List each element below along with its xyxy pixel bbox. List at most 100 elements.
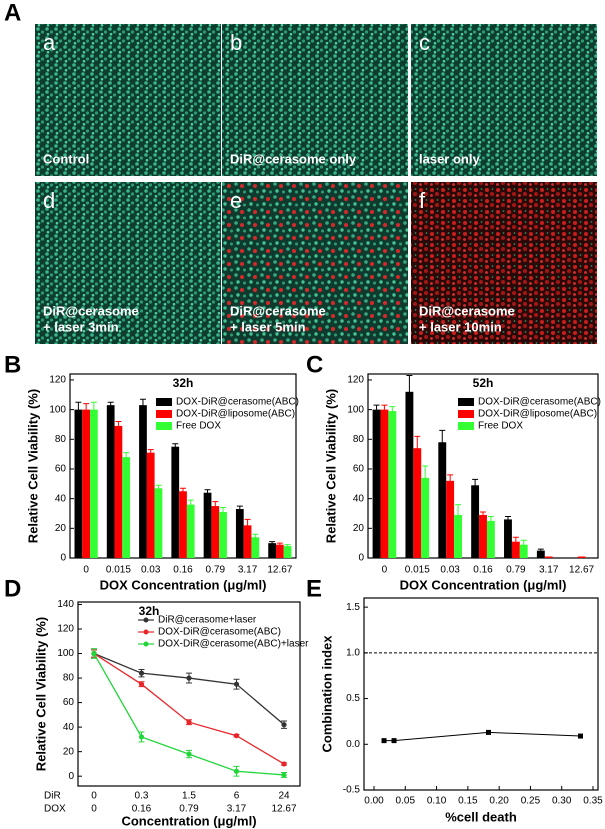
- bar: [380, 409, 389, 558]
- y-tick-label: 40: [353, 493, 365, 504]
- series-line: [93, 652, 285, 726]
- plot-frame: [363, 597, 599, 791]
- bar: [106, 405, 115, 558]
- panel-label: D: [4, 575, 21, 602]
- y-axis-label: Relative Cell Viability (%): [25, 389, 40, 543]
- error-bar: [520, 539, 527, 550]
- y-tick-label: 0: [68, 771, 74, 782]
- x-tick-label: 0.05: [396, 796, 416, 807]
- error-bar: [406, 374, 413, 409]
- bar: [186, 504, 195, 558]
- legend-swatch: [156, 422, 172, 430]
- error-bar: [187, 499, 194, 510]
- y-tick-label: 60: [63, 697, 75, 708]
- micrograph-letter: d: [43, 188, 55, 213]
- legend-swatch: [458, 410, 474, 418]
- error-bar: [107, 401, 114, 409]
- error-bar: [90, 401, 97, 418]
- micrograph: [222, 24, 408, 176]
- y-tick-label: 1.5: [346, 602, 360, 613]
- error-bar: [504, 515, 511, 523]
- bar: [486, 520, 495, 558]
- legend-swatch: [156, 398, 172, 406]
- x-tick-label: 0: [382, 565, 388, 576]
- x-row-name: DOX: [44, 804, 66, 815]
- x-tick-label: 0.015: [405, 565, 430, 576]
- bar: [203, 492, 212, 558]
- micrograph-letter: a: [43, 30, 56, 55]
- bar: [146, 452, 155, 558]
- legend-label: DOX-DiR@liposome(ABC): [478, 409, 597, 420]
- y-tick-label: 120: [57, 624, 74, 635]
- micrograph-caption: laser only: [419, 151, 480, 166]
- y-tick-label: 80: [353, 434, 365, 445]
- micrograph-caption: + laser 5min: [230, 319, 306, 334]
- x-tick-label: 0.16: [132, 804, 152, 815]
- series-line: [93, 652, 285, 765]
- bar: [388, 411, 397, 558]
- x-tick-label: 0.15: [458, 796, 478, 807]
- point: [233, 681, 240, 687]
- x-tick-label: 0.10: [427, 796, 447, 807]
- y-tick-label: 100: [347, 404, 364, 415]
- y-tick-label: 100: [57, 648, 74, 659]
- error-bar: [269, 541, 276, 546]
- x-tick-label: 3.17: [238, 565, 258, 576]
- error-bar: [139, 398, 146, 412]
- x-tick-label: 0.015: [106, 565, 131, 576]
- point: [391, 738, 397, 744]
- micrograph-caption: DiR@cerasome only: [230, 151, 357, 166]
- point: [186, 719, 192, 725]
- bar: [446, 480, 455, 558]
- point: [138, 670, 145, 676]
- x-tick-label: 0.00: [364, 796, 384, 807]
- bar: [577, 556, 586, 558]
- micrograph-letter: c: [419, 30, 430, 55]
- legend-label: DOX-DiR@cerasome(ABC): [158, 627, 281, 638]
- series-line: [384, 731, 581, 742]
- bar: [372, 409, 381, 558]
- x-tick-label: 6: [234, 791, 240, 802]
- error-bar: [439, 429, 446, 455]
- micrograph: [222, 182, 408, 344]
- micrograph: [411, 182, 597, 344]
- error-bar: [389, 406, 396, 417]
- micrograph-caption: DiR@cerasome: [230, 303, 326, 318]
- error-bar: [123, 452, 130, 463]
- error-bar: [75, 401, 82, 418]
- y-tick-label: 40: [63, 722, 75, 733]
- x-row-name: DiR: [44, 791, 61, 802]
- error-bar: [244, 518, 251, 532]
- y-tick-label: 0.0: [346, 739, 360, 750]
- panel-label: E: [306, 575, 322, 602]
- y-tick-label: 0: [358, 553, 364, 564]
- legend-label: DOX-DiR@cerasome(ABC): [478, 397, 601, 408]
- legend-marker: [143, 629, 149, 635]
- legend-swatch: [156, 410, 172, 418]
- x-tick-label: 0: [83, 565, 89, 576]
- error-bar: [455, 504, 462, 526]
- y-tick-label: 1.0: [346, 647, 360, 658]
- y-tick-label: 60: [55, 464, 67, 475]
- bar: [235, 509, 244, 558]
- bar: [171, 446, 180, 558]
- micrograph-caption: Control: [43, 151, 89, 166]
- error-bar: [487, 515, 494, 526]
- bar: [251, 537, 260, 558]
- panel-label: A: [4, 0, 21, 26]
- y-tick-label: 140: [57, 599, 74, 610]
- error-bar: [172, 443, 179, 451]
- x-tick-label: 12.67: [271, 804, 296, 815]
- x-tick-label: 0.3: [135, 791, 149, 802]
- bar: [219, 512, 227, 558]
- point: [233, 768, 240, 774]
- micrograph-caption: + laser 3min: [43, 319, 119, 334]
- error-bar: [115, 420, 122, 431]
- bar: [544, 556, 553, 558]
- legend-label: DOX-DiR@cerasome(ABC)+laser: [158, 639, 309, 650]
- bar: [405, 391, 414, 558]
- y-tick-label: 40: [55, 493, 67, 504]
- legend-label: Free DOX: [176, 421, 221, 432]
- x-tick-label: 24: [278, 791, 290, 802]
